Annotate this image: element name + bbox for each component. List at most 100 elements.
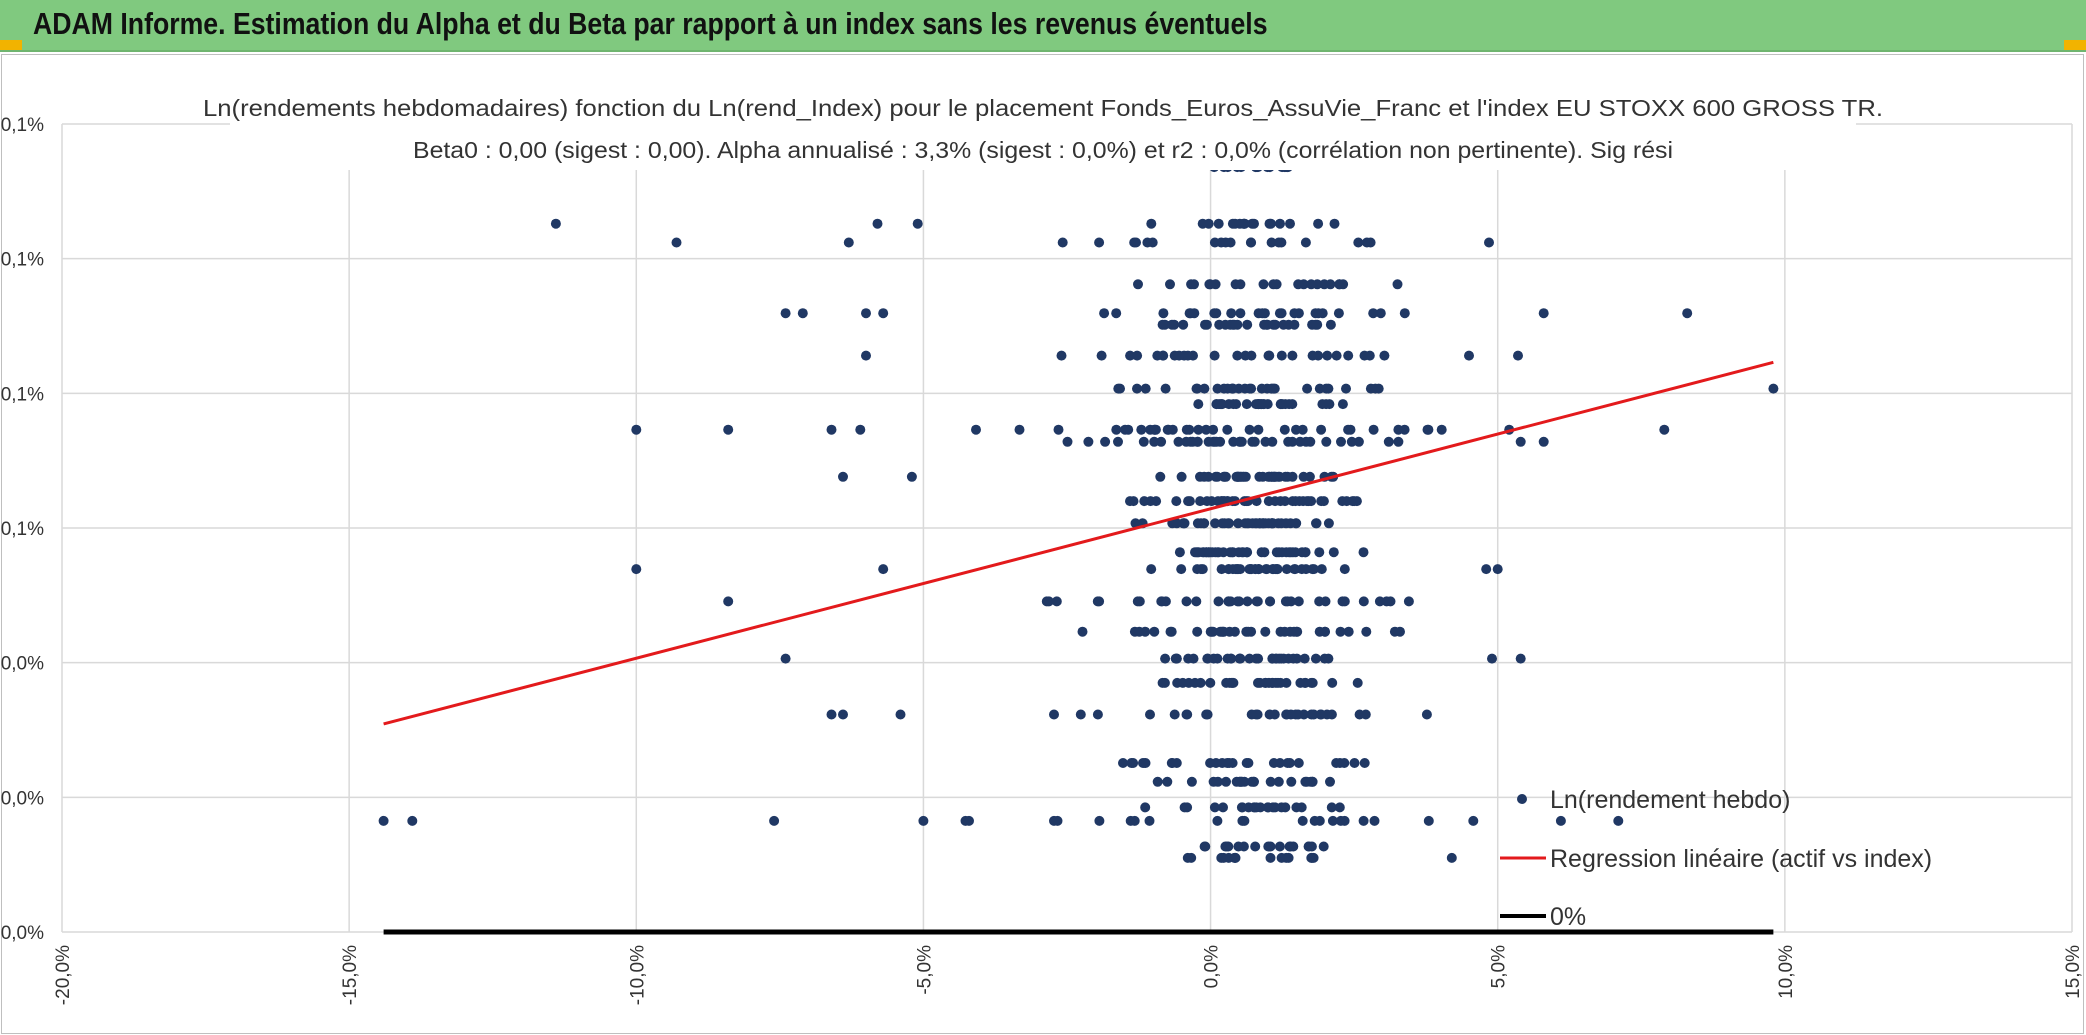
data-point: [1206, 626, 1217, 637]
data-point: [1321, 383, 1332, 394]
data-point: [1327, 677, 1338, 688]
data-point: [1613, 815, 1624, 826]
data-point: [1216, 564, 1227, 575]
data-point: [1263, 496, 1274, 507]
data-point: [1251, 802, 1262, 813]
data-point: [1144, 815, 1155, 826]
legend: Ln(rendement hebdo) Regression linéaire …: [1500, 786, 1932, 931]
data-point: [1301, 776, 1312, 787]
data-point: [1323, 518, 1334, 529]
data-point: [1368, 308, 1379, 319]
y-tick-label: 0,1%: [1, 519, 44, 540]
data-point: [1221, 776, 1231, 787]
data-point: [1338, 279, 1349, 290]
data-point: [1252, 596, 1263, 607]
data-point: [1217, 626, 1228, 637]
data-point: [1132, 596, 1143, 607]
data-point: [1379, 350, 1390, 361]
data-point: [1768, 383, 1779, 394]
data-point: [1242, 596, 1253, 607]
report-header: ADAM Informe. Estimation du Alpha et du …: [0, 0, 2086, 52]
data-point: [1094, 237, 1105, 248]
data-point: [1265, 218, 1276, 229]
data-point: [1336, 436, 1346, 447]
data-point: [1100, 436, 1111, 447]
data-point: [1139, 496, 1150, 507]
data-point: [1199, 383, 1210, 394]
data-point: [1358, 596, 1369, 607]
data-point: [1146, 218, 1157, 229]
data-point: [1269, 471, 1280, 482]
data-point: [1218, 802, 1228, 813]
data-point: [1225, 319, 1236, 330]
data-point: [1125, 496, 1135, 507]
data-point: [826, 424, 837, 435]
data-point: [1238, 218, 1249, 229]
data-point: [1202, 653, 1213, 664]
data-point: [1289, 564, 1300, 575]
data-point: [1301, 436, 1312, 447]
data-point: [1287, 350, 1298, 361]
data-point: [1203, 436, 1214, 447]
corner-marker-right: [2064, 40, 2086, 50]
data-point: [1227, 383, 1238, 394]
grid: [61, 123, 2073, 933]
data-point: [1191, 383, 1202, 394]
data-point: [1259, 319, 1270, 330]
data-point: [1293, 758, 1304, 768]
data-point: [1111, 424, 1122, 435]
data-point: [1203, 547, 1214, 558]
data-point: [1326, 802, 1337, 813]
data-point: [861, 350, 871, 361]
data-point: [631, 424, 642, 435]
data-point: [1297, 815, 1308, 826]
data-point: [1237, 776, 1247, 787]
data-point: [1423, 815, 1434, 826]
data-point: [1227, 547, 1238, 558]
legend-entry-zero: 0%: [1550, 903, 1586, 931]
data-point: [1217, 758, 1228, 768]
data-point: [1321, 436, 1332, 447]
data-point: [1268, 319, 1279, 330]
data-point: [1195, 496, 1206, 507]
data-point: [1113, 436, 1123, 447]
data-point: [1319, 653, 1330, 664]
data-point: [1237, 815, 1248, 826]
legend-entry-points: Ln(rendement hebdo): [1550, 786, 1790, 814]
data-point: [1368, 424, 1379, 435]
data-point: [1211, 399, 1222, 410]
data-point: [861, 308, 871, 319]
data-point: [550, 218, 561, 229]
data-point: [1209, 308, 1220, 319]
data-point: [1138, 436, 1149, 447]
data-point: [1291, 802, 1302, 813]
data-point: [1210, 518, 1221, 529]
data-point: [1181, 596, 1192, 607]
data-point: [1233, 841, 1244, 852]
data-point: [1271, 279, 1282, 290]
data-point: [1223, 564, 1234, 575]
data-point: [1289, 308, 1300, 319]
data-point: [1171, 518, 1182, 529]
data-point: [1333, 308, 1344, 319]
data-point: [1077, 626, 1088, 637]
data-point: [1262, 802, 1273, 813]
x-tick-label: -20,0%: [53, 945, 74, 1005]
data-point: [780, 653, 791, 664]
chart-title: Ln(rendements hebdomadaires) fonction du…: [203, 95, 1883, 121]
data-point: [1249, 436, 1260, 447]
data-point: [1682, 308, 1693, 319]
data-point: [1260, 677, 1271, 688]
data-point: [1304, 471, 1315, 482]
data-point: [1263, 518, 1274, 529]
data-point: [1146, 564, 1157, 575]
data-point: [1186, 852, 1197, 863]
data-point: [723, 424, 734, 435]
data-point: [1149, 436, 1160, 447]
data-point: [1051, 596, 1062, 607]
data-point: [1421, 709, 1432, 720]
data-point: [838, 709, 848, 720]
data-point: [1299, 653, 1310, 664]
data-point: [1310, 308, 1321, 319]
data-point: [1281, 518, 1291, 529]
